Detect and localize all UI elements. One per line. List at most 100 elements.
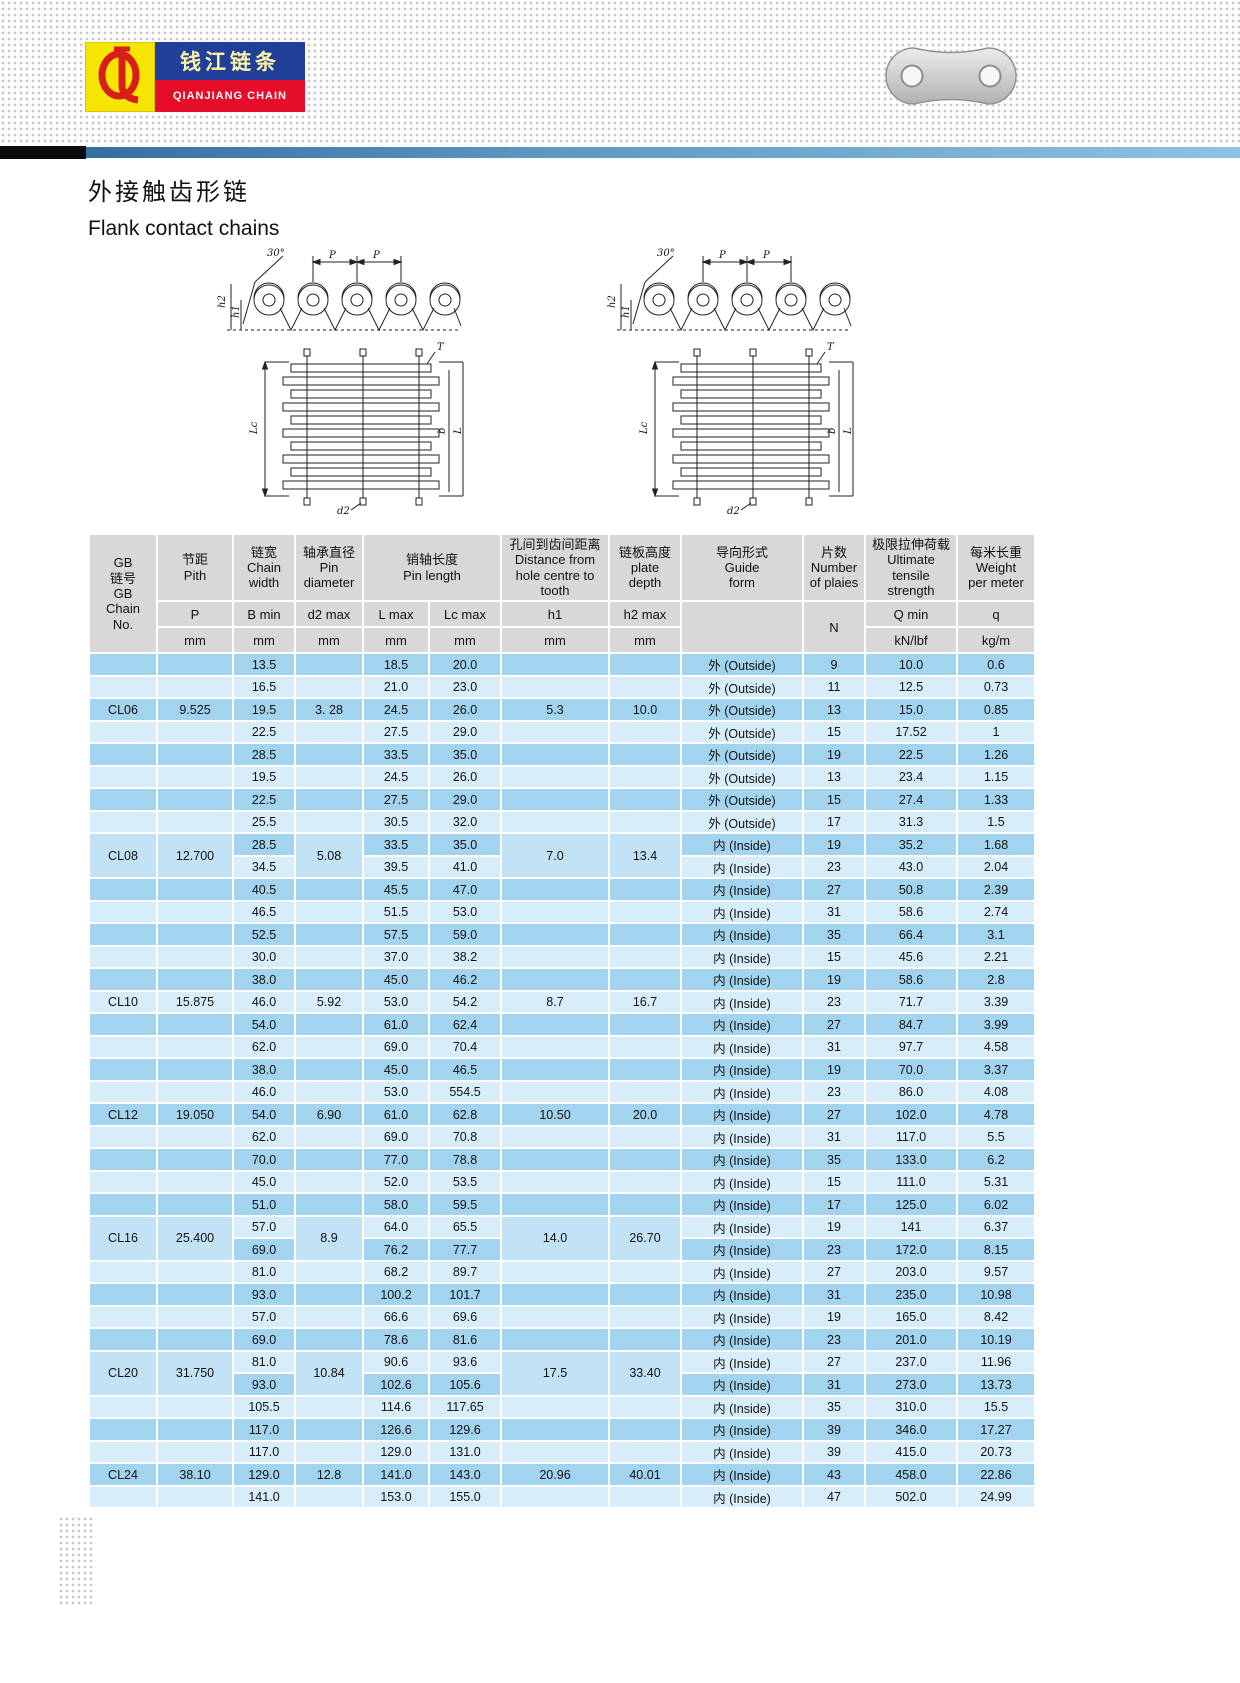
weight-cell: 10.19 (958, 1329, 1034, 1350)
spec-table-body: 13.5 18.5 20.0 外 (Outside) 9 10.0 0.6 16.5 21.0 2… (90, 654, 1034, 1508)
tensile-strength-cell: 346.0 (866, 1419, 956, 1440)
pin-diameter-cell-empty (296, 811, 362, 833)
guide-form-cell: 内 (Inside) (682, 901, 802, 923)
pin-diameter-cell-empty (296, 1261, 362, 1283)
pin-diameter-cell-empty (296, 1081, 362, 1103)
tensile-strength-cell: 141 (866, 1216, 956, 1238)
tensile-strength-cell: 458.0 (866, 1464, 956, 1485)
header-cell: 节距 Pith (158, 535, 232, 601)
guide-form-cell: 内 (Inside) (682, 1126, 802, 1148)
plate-count-cell: 31 (804, 1036, 864, 1058)
plate-count-cell: 19 (804, 834, 864, 855)
pin-length-lc-cell: 38.2 (430, 946, 500, 968)
chain-no-cell-empty (90, 1126, 156, 1148)
pin-length-lc-cell: 53.0 (430, 901, 500, 923)
h2-cell-empty (610, 969, 680, 990)
pin-diameter-cell-empty (296, 1194, 362, 1215)
dim-label-t: T (437, 342, 445, 353)
chain-width-cell: 28.5 (234, 744, 294, 765)
pin-length-lc-cell: 70.8 (430, 1126, 500, 1148)
pin-length-lc-cell: 47.0 (430, 879, 500, 900)
tensile-strength-cell: 58.6 (866, 969, 956, 990)
chain-link-icon (885, 47, 1017, 105)
h2-cell: 20.0 (610, 1104, 680, 1125)
table-row: 93.0 100.2 101.7 内 (Inside) 31 235.0 10.98 (90, 1284, 1034, 1305)
table-row: 62.0 69.0 70.4 内 (Inside) 31 97.7 4.58 (90, 1036, 1034, 1058)
chain-width-cell: 28.5 (234, 834, 294, 855)
h1-cell: 17.5 (502, 1351, 608, 1395)
tensile-strength-cell: 273.0 (866, 1374, 956, 1395)
pitch-cell-empty (158, 1486, 232, 1508)
h1-cell-empty (502, 789, 608, 810)
table-row: CL12 19.050 54.0 6.90 61.0 62.8 10.50 20.0 内 (In… (90, 1104, 1034, 1125)
guide-form-cell: 内 (Inside) (682, 946, 802, 968)
guide-form-cell: 外 (Outside) (682, 699, 802, 720)
weight-cell: 8.15 (958, 1239, 1034, 1260)
plate-count-cell: 31 (804, 1126, 864, 1148)
h1-cell: 8.7 (502, 991, 608, 1013)
chain-no-cell-empty (90, 811, 156, 833)
tensile-strength-cell: 102.0 (866, 1104, 956, 1125)
chain-no-cell-empty (90, 1081, 156, 1103)
chain-width-cell: 57.0 (234, 1216, 294, 1238)
chain-no-cell-empty (90, 946, 156, 968)
tensile-strength-cell: 201.0 (866, 1329, 956, 1350)
plate-count-cell: 31 (804, 1284, 864, 1305)
h2-cell-empty (610, 1081, 680, 1103)
pin-length-l-cell: 77.0 (364, 1149, 428, 1170)
pitch-cell-empty (158, 721, 232, 743)
chain-no-cell-empty (90, 1171, 156, 1193)
header-cell: B min (234, 602, 294, 627)
header-cell: h2 max (610, 602, 680, 627)
plate-count-cell: 15 (804, 721, 864, 743)
dim-label-p: P (762, 250, 770, 261)
chain-no-cell-empty (90, 744, 156, 765)
chain-width-cell: 46.0 (234, 991, 294, 1013)
table-row: 46.0 53.0 554.5 内 (Inside) 23 86.0 4.08 (90, 1081, 1034, 1103)
pin-diameter-cell-empty (296, 676, 362, 698)
guide-form-cell: 内 (Inside) (682, 1284, 802, 1305)
plate-count-cell: 13 (804, 766, 864, 788)
tensile-strength-cell: 23.4 (866, 766, 956, 788)
pin-length-lc-cell: 26.0 (430, 766, 500, 788)
pin-diameter-cell-empty (296, 901, 362, 923)
h1-cell: 20.96 (502, 1464, 608, 1485)
chain-no-cell-empty (90, 1284, 156, 1305)
dim-label-d2: d2 (727, 506, 740, 517)
tensile-strength-cell: 17.52 (866, 721, 956, 743)
h2-cell: 10.0 (610, 699, 680, 720)
guide-form-cell: 内 (Inside) (682, 1194, 802, 1215)
spec-table-head: GB 链号 GB Chain No. 节距 Pith 链宽 Chain width 轴… (90, 535, 1034, 653)
brand-name-en: QIANJIANG CHAIN (155, 80, 305, 112)
weight-cell: 10.98 (958, 1284, 1034, 1305)
tensile-strength-cell: 203.0 (866, 1261, 956, 1283)
side-view (617, 256, 851, 330)
pin-length-lc-cell: 89.7 (430, 1261, 500, 1283)
brand-logo: 钱江链条 QIANJIANG CHAIN (85, 42, 305, 112)
pin-length-lc-cell: 46.5 (430, 1059, 500, 1080)
pin-length-lc-cell: 20.0 (430, 654, 500, 675)
pitch-cell-empty (158, 879, 232, 900)
h2-cell-empty (610, 744, 680, 765)
chain-width-cell: 54.0 (234, 1014, 294, 1035)
header-cell: mm (158, 628, 232, 653)
plate-count-cell: 27 (804, 1261, 864, 1283)
h1-cell: 14.0 (502, 1216, 608, 1260)
pin-length-l-cell: 141.0 (364, 1464, 428, 1485)
table-row: 54.0 61.0 62.4 内 (Inside) 27 84.7 3.99 (90, 1014, 1034, 1035)
chain-no-cell-empty (90, 969, 156, 990)
table-row: 40.5 45.5 47.0 内 (Inside) 27 50.8 2.39 (90, 879, 1034, 900)
h1-cell-empty (502, 721, 608, 743)
plate-count-cell: 31 (804, 901, 864, 923)
plate-count-cell: 15 (804, 789, 864, 810)
table-row: 62.0 69.0 70.8 内 (Inside) 31 117.0 5.5 (90, 1126, 1034, 1148)
pitch-cell: 15.875 (158, 991, 232, 1013)
table-row: 57.0 66.6 69.6 内 (Inside) 19 165.0 8.42 (90, 1306, 1034, 1328)
h1-cell-empty (502, 1081, 608, 1103)
h1-cell-empty (502, 1329, 608, 1350)
plate-count-cell: 17 (804, 811, 864, 833)
pin-diameter-cell: 10.84 (296, 1351, 362, 1395)
weight-cell: 2.8 (958, 969, 1034, 990)
pin-diameter-cell-empty (296, 969, 362, 990)
pin-length-lc-cell: 70.4 (430, 1036, 500, 1058)
